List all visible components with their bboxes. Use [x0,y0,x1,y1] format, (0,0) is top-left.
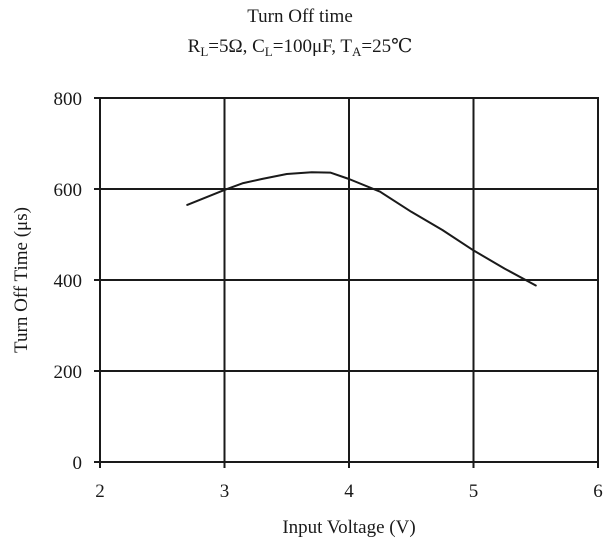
subtitle-part-5: A [352,44,362,59]
x-tick-label-5: 5 [469,481,479,502]
y-tick-label-600: 600 [54,180,83,201]
subtitle-part-4: =100μF, T [273,36,353,57]
x-tick-label-4: 4 [344,481,354,502]
plot-area: 2 3 4 5 6 0 200 400 600 800 [54,89,603,502]
subtitle-part-3: L [265,44,273,59]
y-tick-label-800: 800 [54,89,83,110]
y-tick-label-200: 200 [54,362,83,383]
chart-title: Turn Off time [247,6,353,27]
chart-subtitle: RL=5Ω, CL=100μF, TA=25℃ [188,36,413,59]
subtitle-part-1: L [200,44,208,59]
x-axis-label: Input Voltage (V) [282,517,415,538]
x-tick-label-2: 2 [95,481,105,502]
series-line-0 [186,171,537,287]
x-tick-label-6: 6 [593,481,603,502]
y-tick-label-0: 0 [73,453,83,474]
subtitle-part-2: =5Ω, C [208,36,265,57]
x-tick-label-3: 3 [220,481,230,502]
y-tick-label-400: 400 [54,271,83,292]
subtitle-part-0: R [188,36,201,57]
y-axis-label: Turn Off Time (μs) [11,207,32,353]
subtitle-part-6: =25℃ [361,36,412,57]
